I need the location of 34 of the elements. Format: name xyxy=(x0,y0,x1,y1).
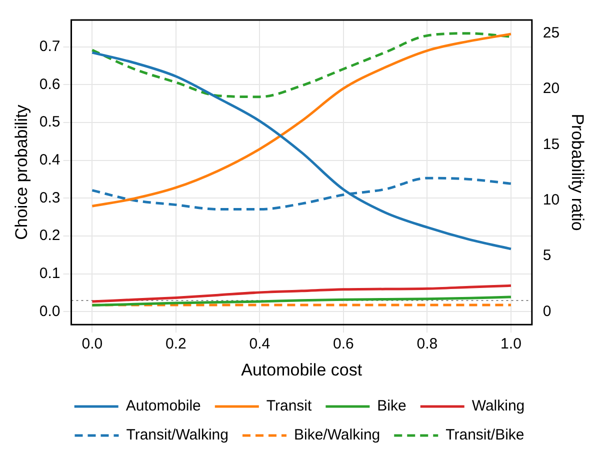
y-tick-label: 0.2 xyxy=(39,227,60,244)
legend-label: Transit/Walking xyxy=(126,426,228,444)
y2-tick-label: 15 xyxy=(542,136,560,153)
line-series xyxy=(90,284,512,303)
y-tick-label: 0.5 xyxy=(39,114,60,131)
y2-axis-title: Probability ratio xyxy=(568,114,588,231)
line-series xyxy=(90,51,512,250)
x-axis-title: Automobile cost xyxy=(241,360,362,380)
y2-tick-label: 25 xyxy=(542,24,560,42)
y2-tick-label: 5 xyxy=(542,247,552,264)
y2-tick-label: 0 xyxy=(542,302,552,320)
legend-label: Transit/Bike xyxy=(446,426,524,444)
x-tick-label: 0.8 xyxy=(416,336,438,353)
legend-label: Bike xyxy=(377,398,406,415)
legend-label: Automobile xyxy=(126,398,201,415)
x-tick-label: 0.0 xyxy=(82,336,103,353)
line-series xyxy=(90,32,512,208)
line-series xyxy=(90,296,512,307)
y-tick-label: 0.4 xyxy=(39,152,60,169)
y2-tick-label: 10 xyxy=(542,191,560,208)
x-tick-label: 0.6 xyxy=(333,336,354,353)
x-tick-label: 1.0 xyxy=(500,336,522,353)
legend-label: Transit xyxy=(266,398,313,415)
legend-label: Bike/Walking xyxy=(294,426,380,444)
y-tick-label: 0.3 xyxy=(39,189,60,206)
y-tick-label: 0.6 xyxy=(39,76,60,93)
y-tick-label: 0.0 xyxy=(39,302,60,320)
x-tick-label: 0.4 xyxy=(249,336,270,353)
y-tick-label: 0.1 xyxy=(39,265,60,282)
y-tick-label: 0.7 xyxy=(39,38,60,56)
y2-tick-label: 20 xyxy=(542,80,560,98)
legend-label: Walking xyxy=(472,398,525,415)
y-axis-title: Choice probability xyxy=(12,104,31,240)
x-tick-label: 0.2 xyxy=(166,336,186,353)
